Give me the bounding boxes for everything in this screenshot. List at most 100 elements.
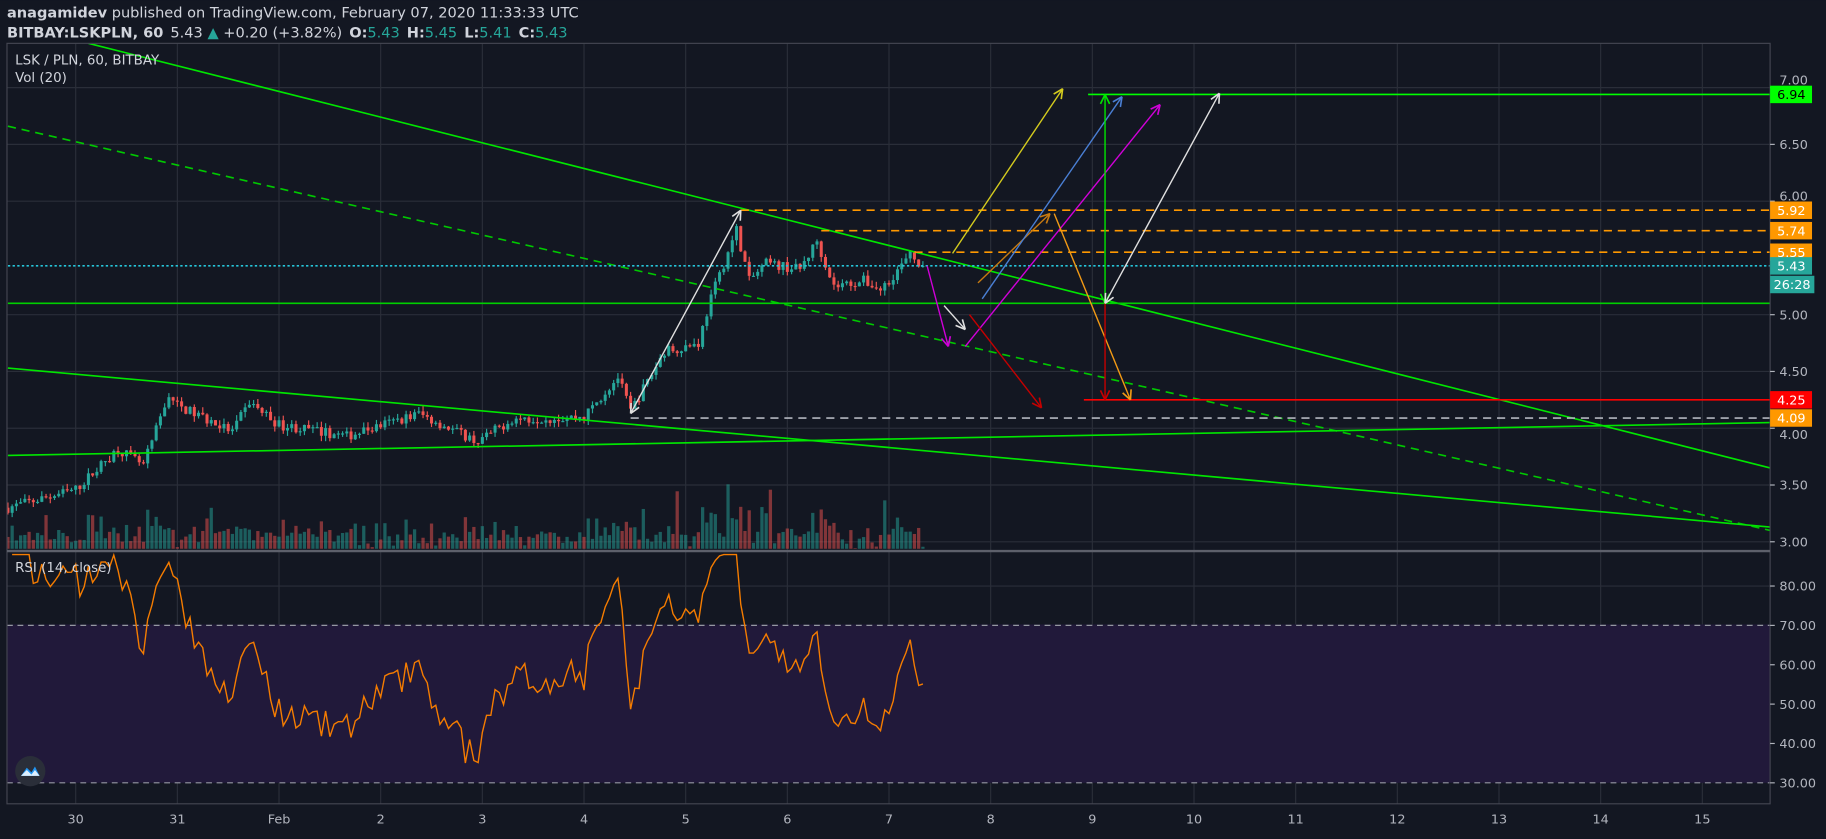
candle[interactable] xyxy=(247,404,251,408)
candle[interactable] xyxy=(709,294,713,317)
candle[interactable] xyxy=(684,345,688,352)
candle[interactable] xyxy=(167,397,171,408)
candle[interactable] xyxy=(595,402,599,406)
candle[interactable] xyxy=(468,435,472,441)
candle[interactable] xyxy=(692,343,696,347)
candle[interactable] xyxy=(476,443,480,445)
candle[interactable] xyxy=(133,452,137,457)
candle[interactable] xyxy=(442,426,446,429)
candle[interactable] xyxy=(743,251,747,262)
candle[interactable] xyxy=(548,420,552,423)
candle[interactable] xyxy=(10,506,14,513)
candle[interactable] xyxy=(451,428,455,430)
candle[interactable] xyxy=(184,406,188,414)
candle[interactable] xyxy=(455,427,459,430)
candle[interactable] xyxy=(807,257,811,262)
candle[interactable] xyxy=(544,420,548,423)
candle[interactable] xyxy=(607,390,611,395)
candle[interactable] xyxy=(811,244,815,258)
candle[interactable] xyxy=(311,427,315,429)
candle[interactable] xyxy=(324,428,328,436)
candle[interactable] xyxy=(574,415,578,419)
candle[interactable] xyxy=(578,416,582,419)
candle[interactable] xyxy=(302,424,306,432)
candle[interactable] xyxy=(497,425,501,427)
candle[interactable] xyxy=(760,265,764,272)
candle[interactable] xyxy=(904,258,908,264)
candle[interactable] xyxy=(277,420,281,427)
candle[interactable] xyxy=(620,378,624,384)
candle[interactable] xyxy=(370,430,374,432)
candle[interactable] xyxy=(675,351,679,354)
candle[interactable] xyxy=(713,281,717,295)
candle[interactable] xyxy=(722,268,726,273)
candle[interactable] xyxy=(260,407,264,413)
candle[interactable] xyxy=(349,431,353,440)
candle[interactable] xyxy=(362,427,366,434)
candle[interactable] xyxy=(853,285,857,288)
candle[interactable] xyxy=(86,473,90,486)
candle[interactable] xyxy=(44,496,48,498)
candle[interactable] xyxy=(319,427,323,436)
candle[interactable] xyxy=(180,401,184,407)
candle[interactable] xyxy=(48,497,52,499)
candle[interactable] xyxy=(146,448,150,464)
candle[interactable] xyxy=(222,423,226,429)
candle[interactable] xyxy=(756,271,760,276)
candle[interactable] xyxy=(391,419,395,421)
candle[interactable] xyxy=(154,425,158,441)
candle[interactable] xyxy=(57,493,61,497)
candle[interactable] xyxy=(108,461,112,463)
candle[interactable] xyxy=(158,416,162,426)
candle[interactable] xyxy=(785,262,789,272)
candle[interactable] xyxy=(209,420,213,424)
candle[interactable] xyxy=(845,281,849,284)
time-axis[interactable]: 30 31 Feb 2 3 4 5 6 7 8 9 10 11 12 13 14 15 xyxy=(68,813,1711,828)
candle[interactable] xyxy=(78,485,82,489)
candle[interactable] xyxy=(802,261,806,269)
candle[interactable] xyxy=(870,285,874,288)
candle[interactable] xyxy=(345,431,349,434)
candle[interactable] xyxy=(917,259,921,267)
candle[interactable] xyxy=(379,424,383,428)
candle[interactable] xyxy=(285,427,290,431)
candle[interactable] xyxy=(192,406,196,417)
candle[interactable] xyxy=(430,416,434,424)
rsi-axis[interactable]: 80.00 70.00 60.00 50.00 40.00 30.00 xyxy=(1770,580,1816,792)
candle[interactable] xyxy=(887,283,891,285)
rising-support-line[interactable] xyxy=(7,421,1771,457)
candle[interactable] xyxy=(201,412,205,415)
candle[interactable] xyxy=(91,473,95,476)
candle[interactable] xyxy=(823,256,827,268)
candle[interactable] xyxy=(150,440,154,449)
candle[interactable] xyxy=(705,316,709,326)
candle[interactable] xyxy=(726,252,730,269)
candle[interactable] xyxy=(552,419,556,423)
rsi-legend[interactable]: RSI (14, close) xyxy=(15,561,111,576)
candle[interactable] xyxy=(480,437,484,444)
candle[interactable] xyxy=(658,357,662,367)
candle[interactable] xyxy=(137,456,141,463)
orange-down-arrow[interactable] xyxy=(1053,213,1132,401)
candle[interactable] xyxy=(718,272,722,282)
candle[interactable] xyxy=(493,425,497,433)
candle[interactable] xyxy=(883,283,887,291)
candle[interactable] xyxy=(120,453,124,457)
candle[interactable] xyxy=(777,261,781,270)
candle[interactable] xyxy=(603,394,607,401)
candle[interactable] xyxy=(662,355,667,358)
candle[interactable] xyxy=(230,429,234,432)
candle[interactable] xyxy=(171,397,175,401)
candle[interactable] xyxy=(891,280,895,285)
candle[interactable] xyxy=(540,422,544,424)
candle[interactable] xyxy=(734,226,739,241)
candle[interactable] xyxy=(14,503,18,507)
candle[interactable] xyxy=(629,395,633,409)
candle[interactable] xyxy=(65,489,69,491)
candle[interactable] xyxy=(557,419,561,422)
candle[interactable] xyxy=(900,263,904,270)
candle[interactable] xyxy=(281,420,285,431)
dashed-trendline[interactable] xyxy=(7,125,1771,532)
candle[interactable] xyxy=(819,241,823,257)
